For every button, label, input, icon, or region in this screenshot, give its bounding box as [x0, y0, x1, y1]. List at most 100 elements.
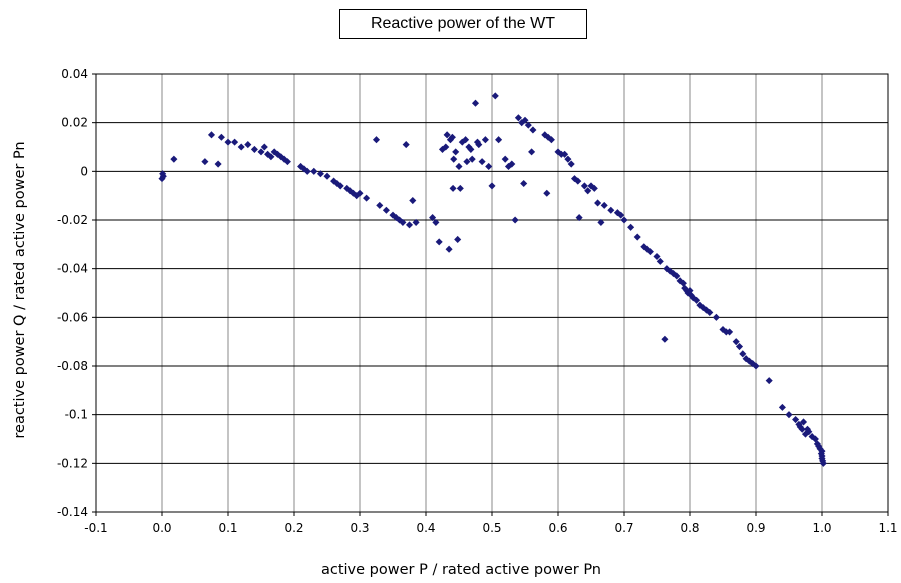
data-point [356, 189, 364, 197]
data-point [435, 238, 443, 246]
data-point [159, 170, 167, 178]
data-point [620, 216, 628, 224]
data-point [336, 182, 344, 190]
data-point [244, 141, 252, 149]
data-point [485, 162, 493, 171]
data-point [448, 133, 456, 141]
x-tick-label: 0.7 [614, 521, 633, 535]
data-point [488, 182, 496, 190]
data-point [201, 158, 209, 166]
x-tick-label: 0.5 [482, 521, 501, 535]
data-point [257, 148, 265, 156]
x-axis-ticks: -0.1 0.0 0.1 0.2 0.3 0.4 0.5 0.6 0.7 0.8 0.9 1.0 1.1 [84, 512, 898, 535]
data-point [514, 114, 522, 122]
data-point [805, 428, 813, 436]
data-point [214, 160, 222, 168]
data-point [363, 194, 371, 202]
data-point [405, 221, 414, 229]
data-point [686, 287, 694, 295]
data-point [633, 233, 641, 241]
data-point [445, 245, 453, 253]
data-point [468, 155, 476, 163]
data-point [739, 350, 747, 358]
data-point [561, 150, 569, 158]
data-point [454, 235, 462, 244]
data-point [481, 136, 489, 144]
data-point [712, 313, 720, 321]
data-point [817, 450, 825, 458]
data-point [584, 187, 592, 195]
data-point [543, 189, 551, 197]
data-point [442, 143, 450, 151]
data-point [462, 136, 470, 144]
data-point [567, 160, 575, 168]
data-point [617, 211, 625, 219]
y-tick-label: -0.1 [65, 408, 88, 422]
data-point [316, 170, 324, 178]
x-tick-label: 0.4 [416, 521, 435, 535]
data-point [580, 182, 588, 190]
data-point [372, 136, 381, 144]
data-point [250, 145, 258, 153]
data-point [467, 145, 475, 153]
data-point [732, 338, 740, 346]
data-point [521, 116, 529, 124]
data-point [528, 148, 536, 156]
x-tick-label: -0.1 [84, 521, 107, 535]
data-point [402, 141, 410, 149]
y-tick-label: -0.12 [57, 456, 88, 470]
x-tick-label: 0.0 [152, 521, 171, 535]
y-tick-label: -0.02 [57, 213, 88, 227]
y-tick-label: -0.08 [57, 359, 88, 373]
y-tick-label: -0.04 [57, 262, 88, 276]
data-point [653, 252, 661, 261]
data-point [679, 279, 687, 287]
data-point [798, 425, 806, 433]
data-point [323, 172, 331, 180]
data-point [456, 184, 464, 192]
x-axis-label: active power P / rated active power Pn [321, 562, 601, 578]
chart-title: Reactive power of the WT [339, 9, 587, 39]
data-point [752, 362, 760, 370]
x-tick-label: 1.1 [878, 521, 897, 535]
data-point [785, 411, 793, 419]
data-point [170, 155, 178, 163]
data-point [501, 155, 509, 163]
data-point [726, 328, 734, 336]
y-tick-label: 0 [80, 164, 88, 178]
data-point [399, 218, 407, 226]
grid-lines [95, 73, 889, 513]
data-point [452, 148, 460, 156]
data-point [207, 131, 216, 139]
data-point [574, 177, 582, 185]
data-point [564, 155, 572, 163]
data-point [463, 158, 471, 166]
x-tick-label: 0.1 [218, 521, 237, 535]
data-point [412, 218, 420, 226]
x-tick-label: 0.9 [746, 521, 765, 535]
y-tick-label: -0.06 [57, 310, 88, 324]
data-point [443, 131, 451, 139]
data-point [475, 141, 483, 149]
x-tick-label: 1.0 [812, 521, 831, 535]
data-point [590, 184, 598, 192]
data-point [819, 459, 827, 467]
data-point [231, 138, 239, 146]
data-point [673, 272, 681, 280]
data-point [607, 206, 615, 214]
y-axis-label: reactive power Q / rated active power Pn [12, 141, 28, 438]
data-point [471, 99, 480, 107]
data-point [778, 403, 786, 411]
data-point [267, 153, 275, 161]
data-point [478, 158, 486, 166]
data-point [508, 160, 516, 168]
data-point [656, 257, 664, 265]
y-tick-label: 0.04 [61, 67, 88, 81]
data-point [597, 218, 605, 226]
data-point [600, 201, 608, 209]
data-point [260, 143, 268, 151]
data-point [520, 179, 528, 188]
data-point [661, 335, 669, 343]
data-point [511, 216, 519, 224]
